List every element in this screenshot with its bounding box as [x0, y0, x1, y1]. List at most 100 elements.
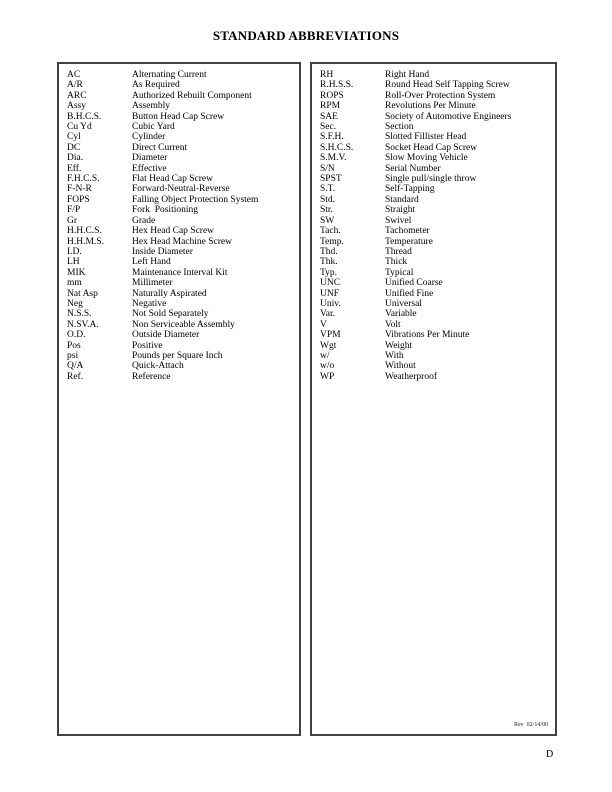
- meaning-cell: Volt: [385, 319, 401, 330]
- meaning-cell: Inside Diameter: [132, 246, 193, 257]
- abbreviation-row: Wgt Weight: [320, 341, 553, 351]
- abbreviation-row: F.H.C.S. Flat Head Cap Screw: [67, 174, 297, 184]
- meaning-cell: Authorized Rebuilt Component: [132, 90, 252, 101]
- abbreviation-row: Temp. Temperature: [320, 237, 553, 247]
- abbreviation-cell: Eff.: [67, 163, 82, 174]
- abbreviation-row: Thd. Thread: [320, 247, 553, 257]
- abbreviation-cell: H.H.C.S.: [67, 226, 102, 237]
- abbreviation-row: Cyl Cylinder: [67, 132, 297, 142]
- abbreviation-cell: N.S.S.: [67, 309, 92, 320]
- abbreviation-row: Std. Standard: [320, 195, 553, 205]
- meaning-cell: Not Sold Separately: [132, 309, 209, 320]
- abbreviation-row: DC Direct Current: [67, 143, 297, 153]
- abbreviation-cell: Gr: [67, 215, 78, 226]
- abbreviation-row: Var. Variable: [320, 309, 553, 319]
- meaning-cell: Hex Head Cap Screw: [132, 226, 215, 237]
- abbreviation-cell: AC: [67, 70, 81, 80]
- abbreviation-row: Pos Positive: [67, 341, 297, 351]
- meaning-cell: Unified Fine: [385, 288, 434, 299]
- abbreviation-cell: A/R: [67, 80, 83, 91]
- abbreviation-cell: Thd.: [320, 246, 338, 257]
- abbreviation-row: F/P Fork Positioning: [67, 205, 297, 215]
- abbreviation-row: Sec. Section: [320, 122, 553, 132]
- abbreviation-list-right: RH Right Hand R.H.S.S. Round Head Self Tapp…: [312, 64, 555, 382]
- revision-note: Rev 02/14/00: [514, 722, 548, 728]
- meaning-cell: Weatherproof: [385, 371, 437, 382]
- abbreviation-row: psi Pounds per Square Inch: [67, 351, 297, 361]
- abbreviation-row: w/With: [320, 351, 553, 361]
- abbreviation-row: MIK Maintenance Interval Kit: [67, 268, 297, 278]
- abbreviation-row: F-N-R Forward-Neutral-Reverse: [67, 184, 297, 194]
- abbreviation-cell: UNC: [320, 278, 341, 289]
- abbreviation-cell: ARC: [67, 90, 87, 101]
- meaning-cell: Right Hand: [385, 70, 430, 80]
- meaning-cell: Swivel: [385, 215, 412, 226]
- abbreviation-cell: S.T.: [320, 184, 336, 195]
- meaning-cell: Non Serviceable Assembly: [132, 319, 235, 330]
- meaning-cell: Single pull/single throw: [385, 174, 477, 185]
- abbreviation-cell: LH: [67, 257, 80, 268]
- meaning-cell: Millimeter: [132, 278, 173, 289]
- abbreviation-row: ARC Authorized Rebuilt Component: [67, 91, 297, 101]
- abbreviation-row: O.D. Outside Diameter: [67, 330, 297, 340]
- abbreviation-row: S.F.H. Slotted Fillister Head: [320, 132, 553, 142]
- meaning-cell: Serial Number: [385, 163, 441, 174]
- abbreviation-row: N.SV.A. Non Serviceable Assembly: [67, 320, 297, 330]
- abbreviation-row: SPST Single pull/single throw: [320, 174, 553, 184]
- abbreviation-cell: Assy: [67, 101, 87, 112]
- abbreviation-cell: Neg: [67, 298, 83, 309]
- abbreviation-cell: Cu Yd: [67, 122, 92, 133]
- abbreviation-cell: Cyl: [67, 132, 81, 143]
- meaning-cell: Outside Diameter: [132, 330, 200, 341]
- abbreviations-box-left: AC Alternating Current A/R As Required ARC Au…: [57, 62, 301, 736]
- abbreviation-row: SAE Society of Automotive Engineers: [320, 112, 553, 122]
- abbreviation-row: LH Left Hand: [67, 257, 297, 267]
- meaning-cell: Fork Positioning: [132, 205, 198, 216]
- abbreviation-cell: DC: [67, 142, 81, 153]
- meaning-cell: Quick-Attach: [132, 361, 184, 372]
- meaning-cell: Variable: [385, 309, 417, 320]
- abbreviation-row: Str. Straight: [320, 205, 553, 215]
- meaning-cell: Flat Head Cap Screw: [132, 174, 213, 185]
- abbreviation-row: Gr Grade: [67, 216, 297, 226]
- abbreviation-row: RPM Revolutions Per Minute: [320, 101, 553, 111]
- abbreviation-cell: Q/A: [67, 361, 84, 372]
- abbreviation-row: S.T. Self-Tapping: [320, 184, 553, 194]
- meaning-cell: Thick: [385, 257, 408, 268]
- meaning-cell: Section: [385, 122, 414, 133]
- abbreviation-row: S.H.C.S. Socket Head Cap Screw: [320, 143, 553, 153]
- meaning-cell: Unified Coarse: [385, 278, 443, 289]
- abbreviation-cell: N.SV.A.: [67, 319, 99, 330]
- abbreviation-cell: Sec.: [320, 122, 337, 133]
- abbreviation-row: Nat Asp Naturally Aspirated: [67, 289, 297, 299]
- meaning-cell: Slow Moving Vehicle: [385, 153, 468, 164]
- abbreviation-row: Thk. Thick: [320, 257, 553, 267]
- abbreviation-row: H.H.C.S. Hex Head Cap Screw: [67, 226, 297, 236]
- abbreviation-cell: Typ.: [320, 267, 338, 278]
- meaning-cell: Self-Tapping: [385, 184, 435, 195]
- meaning-cell: Roll-Over Protection System: [385, 90, 496, 101]
- abbreviation-cell: S.F.H.: [320, 132, 344, 143]
- abbreviation-row: N.S.S. Not Sold Separately: [67, 309, 297, 319]
- meaning-cell: Assembly: [132, 101, 170, 112]
- meaning-cell: Button Head Cap Screw: [132, 111, 225, 122]
- abbreviation-row: B.H.C.S. Button Head Cap Screw: [67, 112, 297, 122]
- meaning-cell: Naturally Aspirated: [132, 288, 207, 299]
- abbreviation-cell: H.H.M.S.: [67, 236, 104, 247]
- meaning-cell: Socket Head Cap Screw: [385, 142, 478, 153]
- meaning-cell: With: [385, 350, 404, 361]
- abbreviation-row: Ref. Reference: [67, 372, 297, 382]
- meaning-cell: Universal: [385, 298, 422, 309]
- meaning-cell: Tachometer: [385, 226, 430, 237]
- abbreviation-cell: F/P: [67, 205, 81, 216]
- abbreviation-row: Eff. Effective: [67, 164, 297, 174]
- abbreviation-row: ROPS Roll-Over Protection System: [320, 91, 553, 101]
- abbreviation-row: Neg Negative: [67, 299, 297, 309]
- abbreviation-cell: B.H.C.S.: [67, 111, 102, 122]
- abbreviations-box-right: RH Right Hand R.H.S.S. Round Head Self Tapp…: [310, 62, 557, 736]
- abbreviation-cell: O.D.: [67, 330, 86, 341]
- abbreviation-row: Tach. Tachometer: [320, 226, 553, 236]
- abbreviation-cell: S.H.C.S.: [320, 142, 354, 153]
- abbreviation-row: SW Swivel: [320, 216, 553, 226]
- abbreviation-row: FOPS Falling Object Protection System: [67, 195, 297, 205]
